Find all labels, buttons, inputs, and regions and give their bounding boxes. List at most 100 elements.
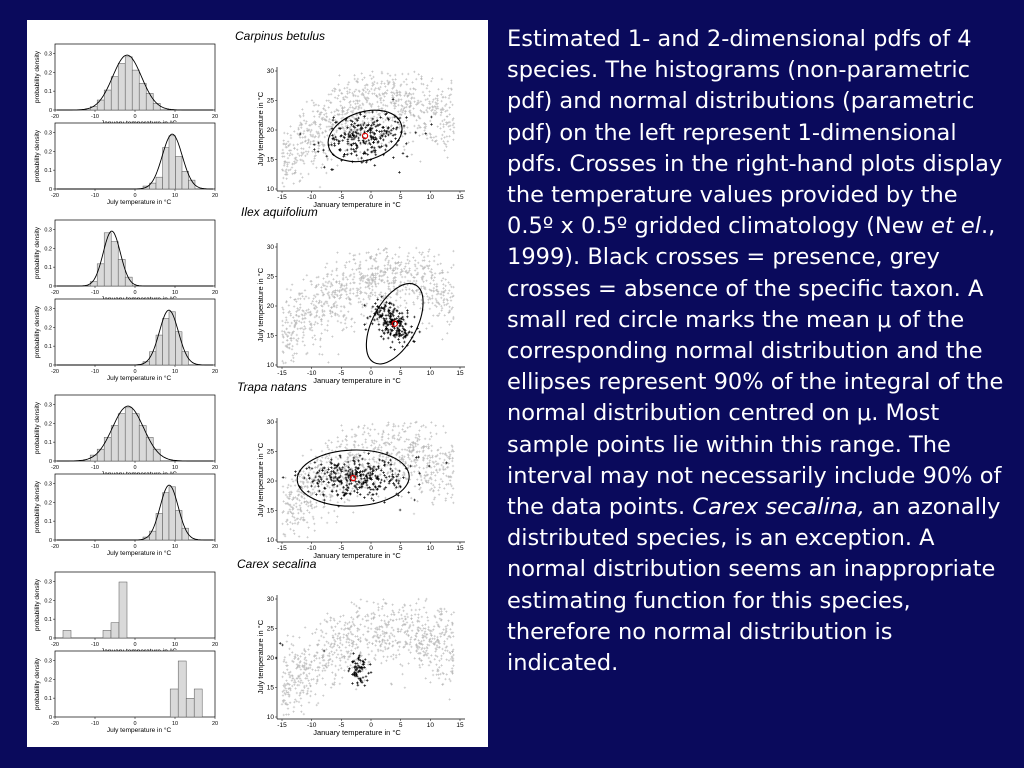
y-tick-label: 0: [49, 363, 52, 369]
histogram-bar: [169, 688, 179, 718]
x-tick-label: 10: [427, 722, 435, 729]
x-tick-label: 5: [399, 370, 403, 377]
histogram-bar: [175, 331, 183, 366]
x-tick-label: 20: [212, 544, 218, 550]
x-tick-label: -20: [51, 114, 59, 120]
y-tick-label: 0: [49, 538, 52, 544]
y-tick-label: 0.3: [44, 227, 52, 233]
x-tick-label: 15: [456, 194, 464, 201]
y-tick-label: 10: [267, 186, 275, 193]
x-tick-label: 0: [133, 465, 136, 471]
x-axis-label: January temperature in °C: [313, 376, 401, 385]
y-tick-label: 10: [267, 714, 275, 721]
y-tick-label: 0.2: [44, 246, 52, 252]
scatter-plot: -15 -10 -5 0 5 10 15 10 15 20 25 30 January temperat…: [256, 418, 465, 560]
x-tick-label: 0: [133, 369, 136, 375]
histogram-bar: [124, 276, 133, 287]
x-tick-label: -20: [51, 290, 59, 296]
y-tick-label: 25: [267, 98, 275, 105]
y-tick-label: 10: [267, 537, 275, 544]
x-tick-label: 10: [172, 544, 178, 550]
caption-part: . Most sample points lie within this ran…: [507, 400, 1002, 521]
histogram-bar: [149, 351, 157, 366]
y-tick-label: 20: [267, 127, 275, 134]
histogram-bar: [162, 318, 170, 366]
normal-curve: [57, 309, 213, 366]
y-tick-label: 0: [49, 459, 52, 465]
x-tick-label: -10: [307, 545, 317, 552]
x-tick-label: -10: [91, 114, 99, 120]
y-tick-label: 30: [267, 419, 275, 426]
x-tick-label: -5: [338, 722, 344, 729]
y-tick-label: 15: [267, 333, 275, 340]
x-tick-label: -10: [307, 722, 317, 729]
x-tick-label: -15: [277, 194, 287, 201]
x-tick-label: -10: [91, 544, 99, 550]
mean-marker: [391, 320, 398, 327]
histogram-frame: [54, 571, 216, 639]
species-title: Ilex aquifolium: [241, 205, 318, 219]
scatter-plot: -15 -10 -5 0 5 10 15 10 15 20 25 30 January temperat…: [256, 595, 465, 737]
x-tick-label: 0: [133, 114, 136, 120]
histogram-bar: [145, 93, 154, 111]
histogram-bar: [193, 688, 203, 718]
x-tick-label: -10: [91, 290, 99, 296]
histogram-bar: [102, 630, 112, 639]
histogram-bar: [124, 407, 133, 462]
species-title: Trapa natans: [237, 380, 307, 394]
y-tick-label: 15: [267, 508, 275, 515]
x-axis-label: July temperature in °C: [107, 726, 172, 734]
histogram-bar: [131, 69, 140, 111]
histogram-bar: [177, 660, 187, 718]
histogram-bar: [118, 581, 128, 639]
x-tick-label: 20: [212, 290, 218, 296]
histogram-bar: [96, 448, 105, 462]
y-axis-label: probability density: [34, 50, 41, 103]
histogram-bar: [110, 622, 120, 639]
histogram-bar: [89, 281, 98, 287]
x-tick-label: 10: [172, 465, 178, 471]
y-tick-label: 0.2: [44, 149, 52, 155]
y-axis-label: July temperature in °C: [256, 91, 265, 166]
x-tick-label: 5: [399, 545, 403, 552]
y-tick-label: 0.1: [44, 617, 52, 623]
x-tick-label: 10: [172, 114, 178, 120]
normal-ellipse: [296, 449, 410, 507]
normal-curve: [57, 484, 213, 541]
histogram-bar: [103, 232, 112, 287]
mu-symbol: μ: [877, 306, 892, 333]
x-tick-label: 10: [172, 721, 178, 727]
presence-crosses: [281, 451, 448, 512]
y-tick-label: 0.3: [44, 579, 52, 585]
x-tick-label: 20: [212, 193, 218, 199]
y-axis-label: July temperature in °C: [256, 442, 265, 517]
y-axis-label: probability density: [34, 305, 41, 358]
x-tick-label: 0: [133, 544, 136, 550]
y-tick-label: 0.1: [44, 519, 52, 525]
histogram-bar: [138, 83, 147, 111]
normal-ellipse: [365, 282, 424, 365]
figure-panel: Carpinus betulus 0 0.1 0.2 0.3 probability de…: [27, 20, 488, 747]
histogram-frame: [54, 473, 216, 541]
x-tick-label: 10: [427, 194, 435, 201]
mean-marker: [361, 132, 369, 140]
x-tick-label: 0: [133, 721, 136, 727]
y-tick-label: 20: [267, 655, 275, 662]
y-tick-label: 0.1: [44, 265, 52, 271]
y-tick-label: 0.2: [44, 70, 52, 76]
y-axis-label: probability density: [34, 578, 41, 631]
histogram-bar: [175, 510, 183, 541]
x-tick-label: -10: [307, 194, 317, 201]
histogram-bar: [124, 56, 133, 111]
x-tick-label: 5: [399, 194, 403, 201]
histogram-bar: [168, 135, 176, 190]
x-tick-label: -15: [277, 545, 287, 552]
normal-curve: [57, 405, 213, 462]
y-axis-label: probability density: [34, 226, 41, 279]
y-tick-label: 0.2: [44, 325, 52, 331]
absence-crosses: [280, 70, 456, 189]
